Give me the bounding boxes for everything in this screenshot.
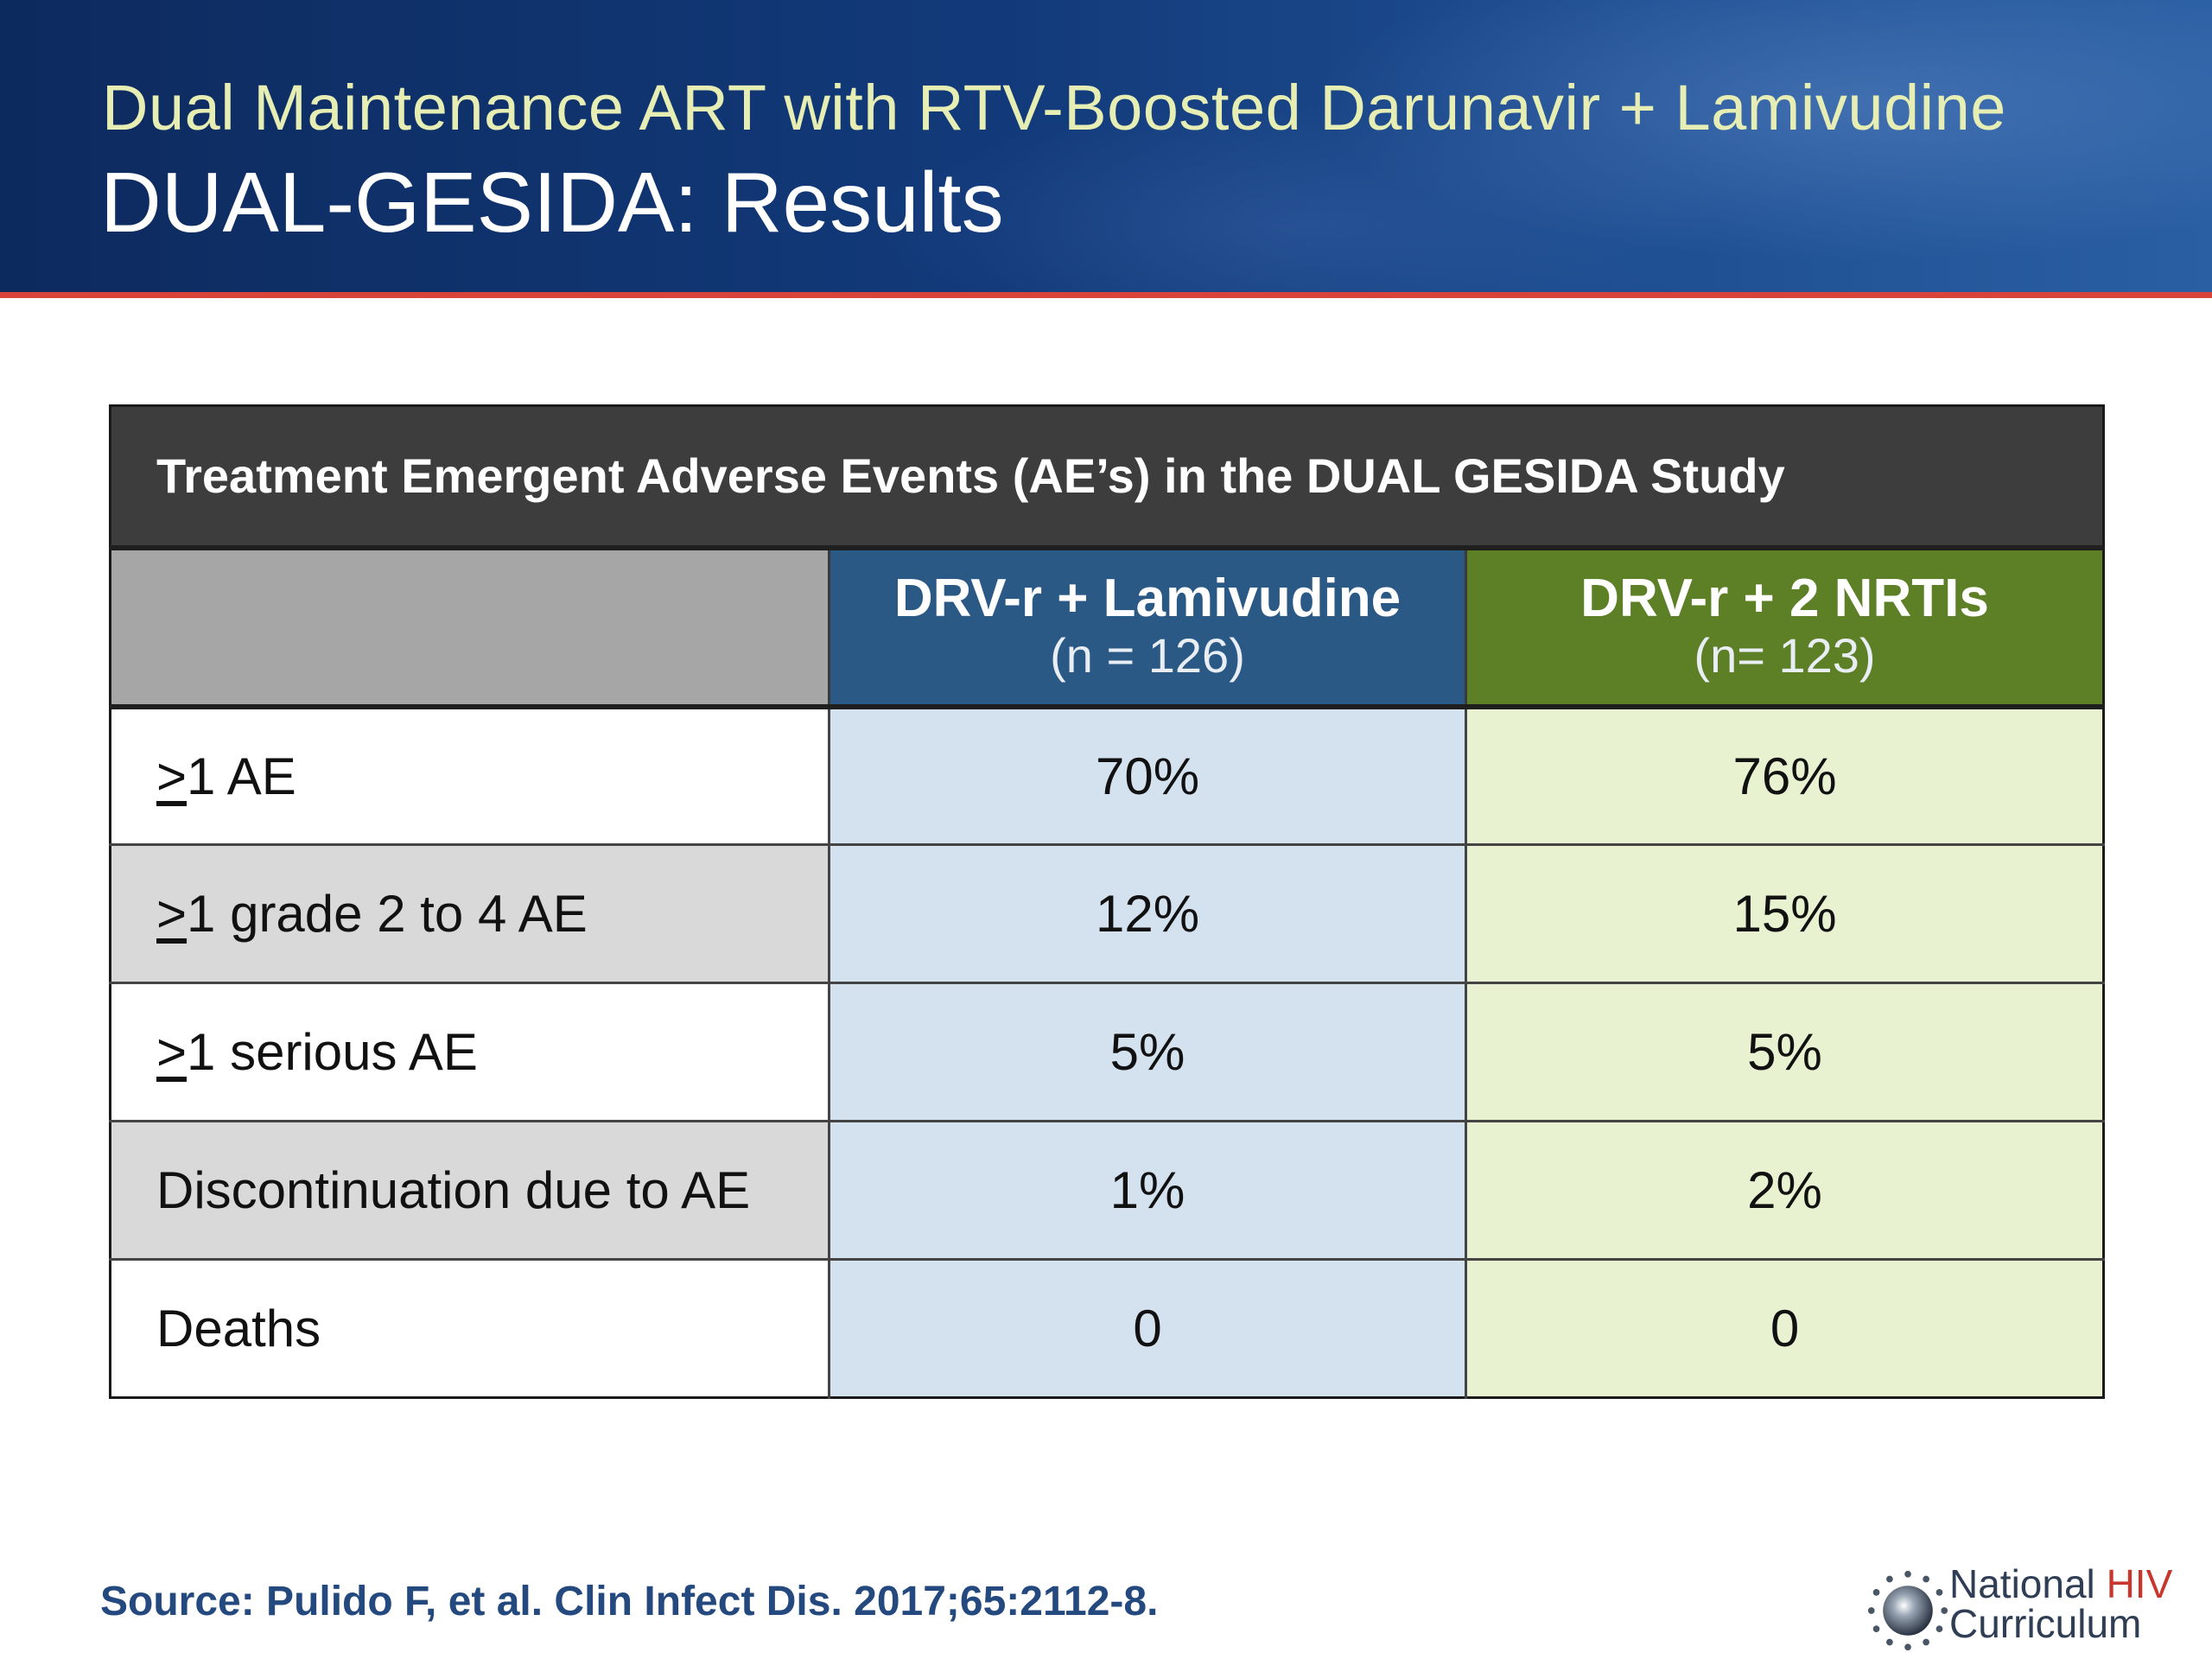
logo-word-hiv: HIV — [2106, 1561, 2173, 1606]
gte-symbol: > — [156, 747, 188, 805]
logo-wordmark: National HIV Curriculum — [1949, 1564, 2172, 1643]
value-drv-lamivudine: 5% — [829, 982, 1467, 1122]
adverse-events-table: Treatment Emergent Adverse Events (AE’s)… — [109, 404, 2105, 1399]
table-caption: Treatment Emergent Adverse Events (AE’s)… — [110, 405, 2104, 550]
column-n: (n = 126) — [1050, 628, 1245, 683]
row-label-text: 1 serious AE — [187, 1023, 478, 1081]
header-empty-cell — [110, 547, 830, 709]
logo-word-national: National — [1949, 1561, 2095, 1606]
value-drv-lamivudine: 12% — [829, 843, 1467, 983]
value-drv-2-nrtis: 15% — [1465, 843, 2104, 983]
source-citation: Source: Pulido F, et al. Clin Infect Dis… — [100, 1579, 1159, 1624]
table-caption-row: Treatment Emergent Adverse Events (AE’s)… — [110, 405, 2104, 550]
slide-subtitle: Dual Maintenance ART with RTV-Boosted Da… — [102, 72, 2006, 143]
value-drv-2-nrtis: 2% — [1465, 1120, 2104, 1260]
value-drv-2-nrtis: 5% — [1465, 982, 2104, 1122]
table-row: >1 AE 70% 76% — [110, 705, 2104, 845]
gte-symbol: > — [156, 885, 188, 943]
row-label-text: 1 grade 2 to 4 AE — [187, 885, 588, 943]
header-banner: Dual Maintenance ART with RTV-Boosted Da… — [0, 0, 2212, 294]
column-name: DRV-r + Lamivudine — [893, 569, 1402, 629]
row-label-text: 1 AE — [187, 747, 296, 805]
row-label: >1 serious AE — [110, 982, 830, 1122]
column-n: (n= 123) — [1694, 628, 1876, 683]
national-hiv-curriculum-logo-icon — [1867, 1570, 1948, 1651]
column-name: DRV-r + 2 NRTIs — [1580, 569, 1989, 629]
value-drv-lamivudine: 0 — [829, 1258, 1467, 1398]
table-row: >1 grade 2 to 4 AE 12% 15% — [110, 843, 2104, 983]
row-label: >1 AE — [110, 705, 830, 845]
header-drv-2-nrtis: DRV-r + 2 NRTIs (n= 123) — [1465, 547, 2104, 709]
row-label: Deaths — [110, 1258, 830, 1398]
table-row: Discontinuation due to AE 1% 2% — [110, 1120, 2104, 1260]
value-drv-lamivudine: 1% — [829, 1120, 1467, 1260]
slide-title: DUAL-GESIDA: Results — [100, 155, 1004, 250]
table-row: Deaths 0 0 — [110, 1258, 2104, 1398]
gte-symbol: > — [156, 1023, 188, 1081]
value-drv-2-nrtis: 0 — [1465, 1258, 2104, 1398]
row-label: >1 grade 2 to 4 AE — [110, 843, 830, 983]
header-drv-lamivudine: DRV-r + Lamivudine (n = 126) — [829, 547, 1467, 709]
value-drv-lamivudine: 70% — [829, 705, 1467, 845]
header-accent-stripe — [0, 292, 2212, 298]
logo-word-curriculum: Curriculum — [1949, 1601, 2142, 1646]
value-drv-2-nrtis: 76% — [1465, 705, 2104, 845]
table-row: >1 serious AE 5% 5% — [110, 982, 2104, 1122]
national-hiv-curriculum-logo: National HIV Curriculum — [1866, 1564, 2195, 1651]
row-label: Discontinuation due to AE — [110, 1120, 830, 1260]
table-header-row: DRV-r + Lamivudine (n = 126) DRV-r + 2 N… — [110, 547, 2104, 709]
